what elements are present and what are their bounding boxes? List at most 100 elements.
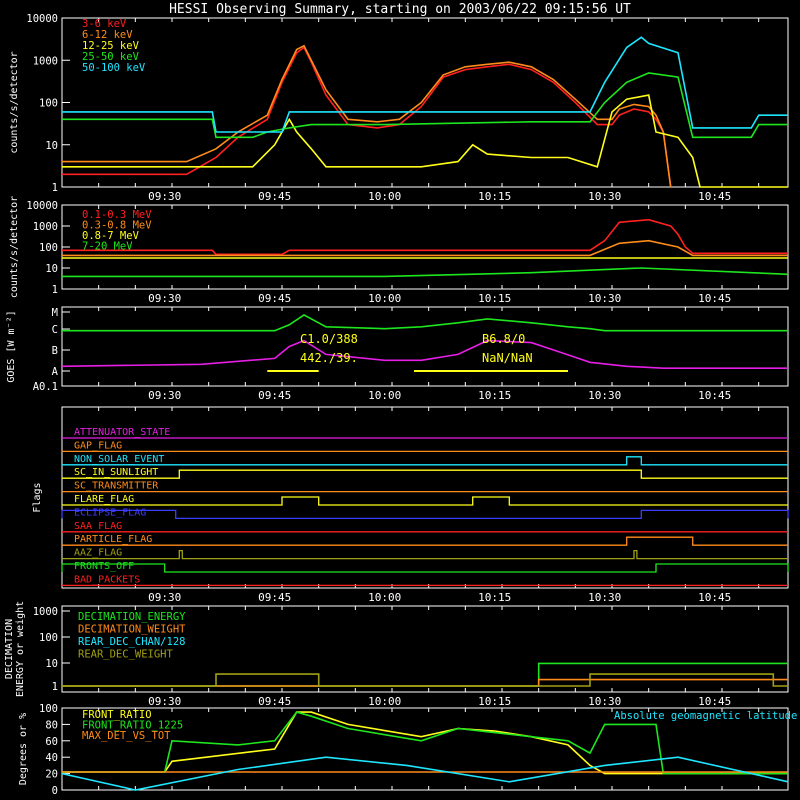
series-line-4 [62, 36, 788, 133]
y-tick-label: 1 [52, 182, 58, 194]
legend-entry: Absolute geomagnetic latitude [614, 710, 797, 722]
series-line-3 [62, 267, 789, 278]
time-tick-label: 10:00 [368, 695, 401, 708]
time-tick-label: 09:30 [148, 389, 181, 402]
y-tick-label: 1 [52, 284, 58, 296]
y-tick-label: A [52, 366, 59, 378]
legend-entry: 7-20 MeV [82, 241, 133, 253]
y-tick-label: 10000 [26, 13, 58, 25]
y-axis-label: counts/s/detector [9, 51, 20, 153]
time-tick-label: 10:00 [368, 389, 401, 402]
time-tick-label: 10:15 [478, 389, 511, 402]
y-tick-label: 40 [45, 752, 58, 764]
y-tick-label: C [52, 324, 58, 336]
legend-entry: 12-25 keV [82, 40, 140, 52]
series-line-1 [61, 339, 788, 369]
time-tick-label: 09:30 [148, 591, 181, 604]
y-tick-label: 100 [39, 98, 58, 110]
flag-label: GAP_FLAG [74, 440, 122, 451]
panel-frame [61, 707, 789, 791]
time-tick-label: 10:15 [478, 292, 511, 305]
y-axis-label: ENERGY or weight [15, 601, 26, 697]
flag-line [62, 536, 788, 546]
y-tick-label: 1000 [33, 221, 58, 233]
time-tick-label: 10:45 [698, 292, 731, 305]
time-tick-label: 10:30 [588, 591, 621, 604]
legend-entry: REAR_DEC_CHAN/128 [78, 636, 185, 648]
flag-line [62, 549, 788, 560]
time-tick-label: 09:30 [148, 292, 181, 305]
y-tick-label: 20 [45, 769, 58, 781]
legend-entry: FRONT_RATIO [82, 709, 152, 721]
time-tick-label: 10:45 [698, 695, 731, 708]
y-tick-label: 0 [52, 785, 58, 797]
flag-line [61, 509, 789, 520]
y-tick-label: 60 [45, 736, 58, 748]
series-line-3 [62, 72, 788, 139]
panel-flags: 09:30 09:45 10:00 10:15 10:30 10:45 Flags ATTEN… [32, 406, 789, 604]
y-tick-label: M [52, 307, 58, 319]
series-line-2 [62, 94, 788, 188]
goes-annotation: NaN/NaN [482, 351, 533, 365]
legend-entry: 0.8-7 MeV [82, 230, 140, 242]
time-tick-label: 10:30 [588, 190, 621, 203]
flag-label: SC_TRANSMITTER [74, 481, 159, 492]
y-tick-label: 1000 [33, 55, 58, 67]
flag-label: AAZ_FLAG [74, 548, 122, 559]
time-tick-label: 10:45 [698, 190, 731, 203]
flag-label: FRONTS_OFF [74, 561, 134, 572]
flag-line [62, 469, 788, 479]
panel-frame [61, 605, 789, 693]
time-tick-label: 10:00 [368, 591, 401, 604]
time-tick-label: 09:45 [258, 695, 291, 708]
legend-entry: 0.1-0.3 MeV [82, 209, 152, 221]
panel-ratios: 0 20 40 60 80 100 Degrees or % FRONT_RATIOFRONT… [18, 703, 797, 797]
time-tick-label: 10:30 [588, 695, 621, 708]
time-tick-label: 10:15 [478, 591, 511, 604]
y-tick-label: 100 [39, 632, 58, 644]
flag-line [62, 496, 788, 506]
panel-energy-bands: 09:30 09:45 10:00 10:15 10:30 10:45 1 10 100 1000… [9, 13, 789, 203]
time-tick-label: 09:45 [258, 591, 291, 604]
y-tick-label: A0.1 [33, 381, 58, 393]
flag-label: SC_IN_SUNLIGHT [74, 467, 158, 478]
series-line-3 [62, 673, 788, 687]
time-tick-label: 10:15 [478, 190, 511, 203]
legend-entry: 50-100 keV [82, 62, 146, 74]
flag-label: SAA_FLAG [74, 521, 122, 532]
time-tick-label: 10:00 [368, 292, 401, 305]
time-tick-label: 09:45 [258, 190, 291, 203]
series-line-0 [62, 313, 788, 332]
y-tick-label: 100 [39, 242, 58, 254]
panel-frame [61, 306, 789, 387]
legend-entry: FRONT_RATIO_1225 [82, 720, 183, 732]
flag-line [62, 456, 788, 466]
y-tick-label: 80 [45, 719, 58, 731]
series-line-1 [62, 711, 788, 775]
legend-entry: 6-12 keV [82, 29, 133, 41]
time-tick-label: 10:45 [698, 389, 731, 402]
legend-entry: DECIMATION_WEIGHT [78, 624, 186, 636]
legend-entry: REAR_DEC_WEIGHT [78, 649, 174, 661]
legend-entry: DECIMATION_ENERGY [78, 611, 186, 623]
time-tick-label: 10:15 [478, 695, 511, 708]
y-tick-label: 10 [45, 263, 58, 275]
y-tick-label: 10 [45, 658, 58, 670]
panel-frame [61, 406, 789, 589]
time-tick-label: 09:30 [148, 190, 181, 203]
series-line-0 [62, 711, 788, 775]
panel-decimation: 09:30 09:45 10:00 10:15 10:30 10:45 1 10 100 1000… [4, 601, 789, 708]
goes-annotation: 442./39. [300, 351, 358, 365]
goes-annotation: C1.0/388 [300, 332, 358, 346]
time-tick-label: 09:45 [258, 389, 291, 402]
y-axis-label: DECIMATION [4, 619, 15, 679]
legend-entry: 0.3-0.8 MeV [82, 220, 152, 232]
legend-entry: MAX_DET_VS_TOT [82, 730, 171, 742]
time-tick-label: 09:45 [258, 292, 291, 305]
y-axis-label: GOES [W m⁻²] [6, 310, 17, 382]
goes-annotation: B6.8/0 [482, 332, 525, 346]
panel-mev-bands: 09:30 09:45 10:00 10:15 10:30 10:45 1 10 100 1000… [9, 196, 789, 305]
time-tick-label: 10:45 [698, 591, 731, 604]
